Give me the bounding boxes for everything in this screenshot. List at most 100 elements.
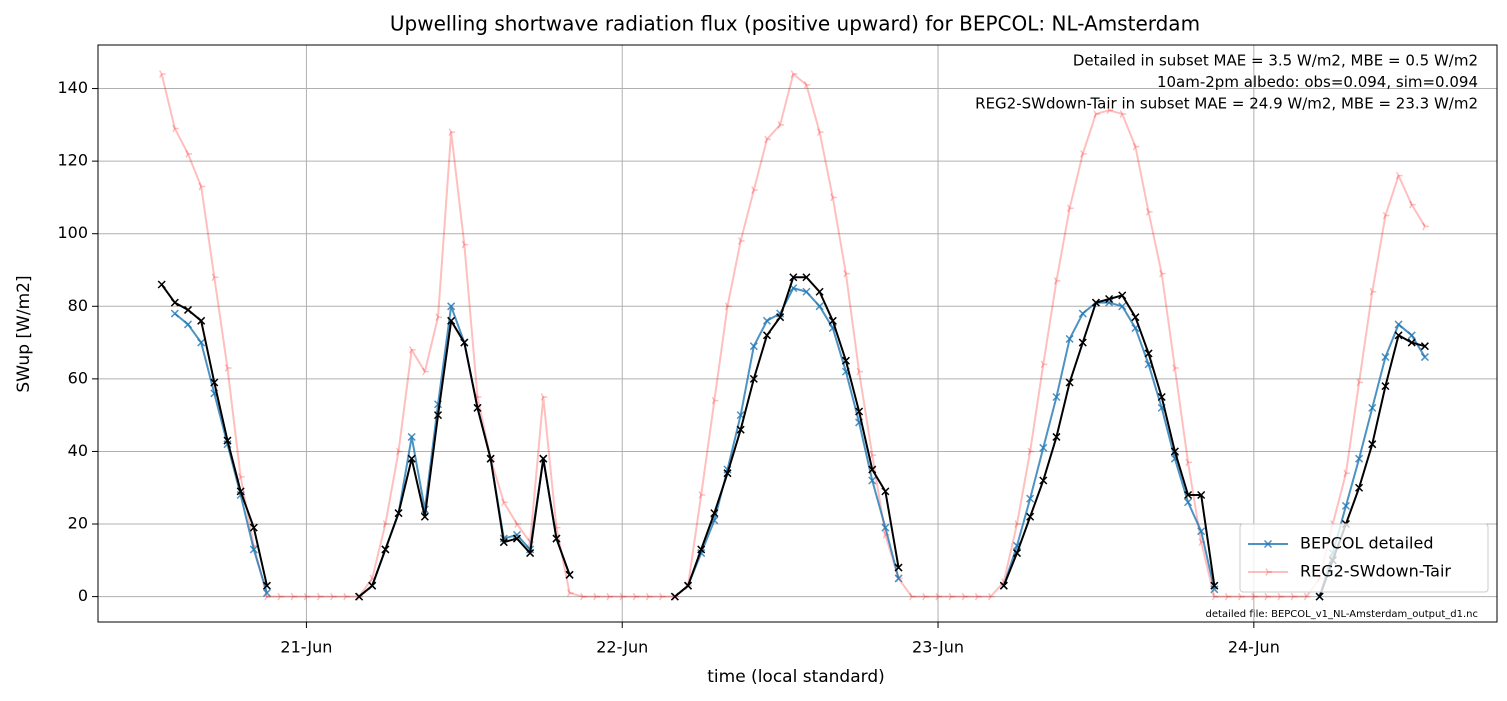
marker xyxy=(422,367,429,376)
marker xyxy=(1290,592,1298,601)
marker xyxy=(1407,338,1416,347)
marker xyxy=(409,345,416,354)
marker xyxy=(447,302,456,311)
marker xyxy=(330,592,337,601)
marker xyxy=(802,273,811,282)
marker xyxy=(1157,392,1166,402)
marker xyxy=(303,592,311,601)
marker xyxy=(764,135,771,144)
marker xyxy=(606,592,614,601)
annotation: REG2-SWdown-Tair in subset MAE = 24.9 W/… xyxy=(975,95,1478,113)
marker xyxy=(514,520,521,528)
marker xyxy=(1039,443,1048,452)
marker xyxy=(1039,476,1048,485)
marker xyxy=(1052,392,1061,402)
legend-box xyxy=(1239,523,1489,593)
footnote: detailed file: BEPCOL_v1_NL-Amsterdam_ou… xyxy=(1206,609,1478,620)
marker xyxy=(856,367,864,376)
marker xyxy=(868,465,877,474)
marker xyxy=(1420,353,1429,362)
marker xyxy=(1251,592,1258,601)
marker xyxy=(316,592,324,601)
chart-title: Upwelling shortwave radiation flux (posi… xyxy=(390,12,1200,36)
marker xyxy=(565,570,574,579)
marker xyxy=(789,273,798,282)
marker xyxy=(394,509,403,518)
marker xyxy=(619,592,627,601)
marker xyxy=(198,182,206,191)
marker xyxy=(935,592,943,601)
marker xyxy=(435,313,443,322)
marker xyxy=(395,447,403,456)
marker xyxy=(1091,298,1100,307)
marker xyxy=(1106,106,1114,115)
y-tick-label: 120 xyxy=(57,151,88,170)
marker xyxy=(1224,592,1232,601)
marker xyxy=(526,549,535,558)
marker xyxy=(922,592,929,601)
marker xyxy=(433,411,443,420)
marker xyxy=(224,364,232,372)
marker xyxy=(777,120,785,129)
marker xyxy=(1144,349,1153,358)
marker xyxy=(736,425,745,434)
marker xyxy=(1014,520,1021,528)
marker xyxy=(1080,149,1087,158)
marker xyxy=(1172,364,1179,372)
marker xyxy=(381,545,390,554)
y-tick-label: 0 xyxy=(78,586,88,605)
marker xyxy=(1382,211,1390,220)
marker xyxy=(183,320,193,329)
marker xyxy=(172,124,179,133)
marker xyxy=(659,592,666,601)
marker xyxy=(762,316,771,325)
marker xyxy=(632,592,640,601)
marker xyxy=(1118,291,1127,300)
marker xyxy=(1368,440,1377,449)
marker xyxy=(1052,432,1061,441)
marker xyxy=(407,454,416,463)
marker xyxy=(1078,338,1087,347)
marker xyxy=(501,498,508,507)
marker xyxy=(988,592,995,601)
annotation: Detailed in subset MAE = 3.5 W/m2, MBE =… xyxy=(1073,52,1478,70)
marker xyxy=(749,374,758,383)
marker xyxy=(828,316,837,325)
marker xyxy=(157,280,166,289)
marker xyxy=(1184,490,1193,500)
marker xyxy=(749,342,758,351)
marker xyxy=(382,520,390,528)
marker xyxy=(1422,222,1429,231)
marker xyxy=(776,313,785,322)
marker xyxy=(512,534,522,543)
y-tick-label: 100 xyxy=(57,223,88,242)
marker xyxy=(1303,592,1311,601)
marker xyxy=(1132,142,1140,151)
marker xyxy=(802,287,811,296)
marker xyxy=(1394,320,1403,329)
marker xyxy=(670,592,679,601)
marker xyxy=(1381,353,1390,362)
marker xyxy=(249,523,258,532)
marker xyxy=(815,287,824,296)
marker xyxy=(486,454,495,463)
marker xyxy=(448,128,456,136)
marker xyxy=(961,592,969,601)
marker xyxy=(343,592,350,601)
marker xyxy=(540,393,548,401)
marker xyxy=(1368,403,1377,412)
legend-marker xyxy=(1263,539,1273,549)
marker xyxy=(237,472,245,481)
marker xyxy=(407,432,416,441)
marker xyxy=(868,476,877,485)
marker xyxy=(593,592,600,601)
marker xyxy=(1026,512,1035,521)
series-line xyxy=(160,73,1426,598)
marker xyxy=(1012,549,1022,558)
marker xyxy=(1211,592,1219,601)
marker xyxy=(683,581,693,590)
marker xyxy=(816,128,824,136)
marker xyxy=(723,469,732,478)
marker xyxy=(803,81,811,89)
